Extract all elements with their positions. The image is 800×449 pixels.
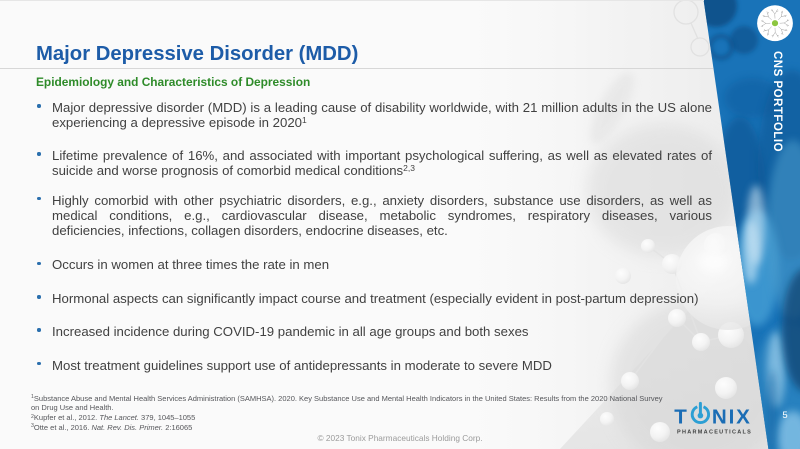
svg-text:NIX: NIX [712,406,752,429]
svg-text:PHARMACEUTICALS: PHARMACEUTICALS [677,430,752,436]
svg-text:T: T [674,406,687,429]
